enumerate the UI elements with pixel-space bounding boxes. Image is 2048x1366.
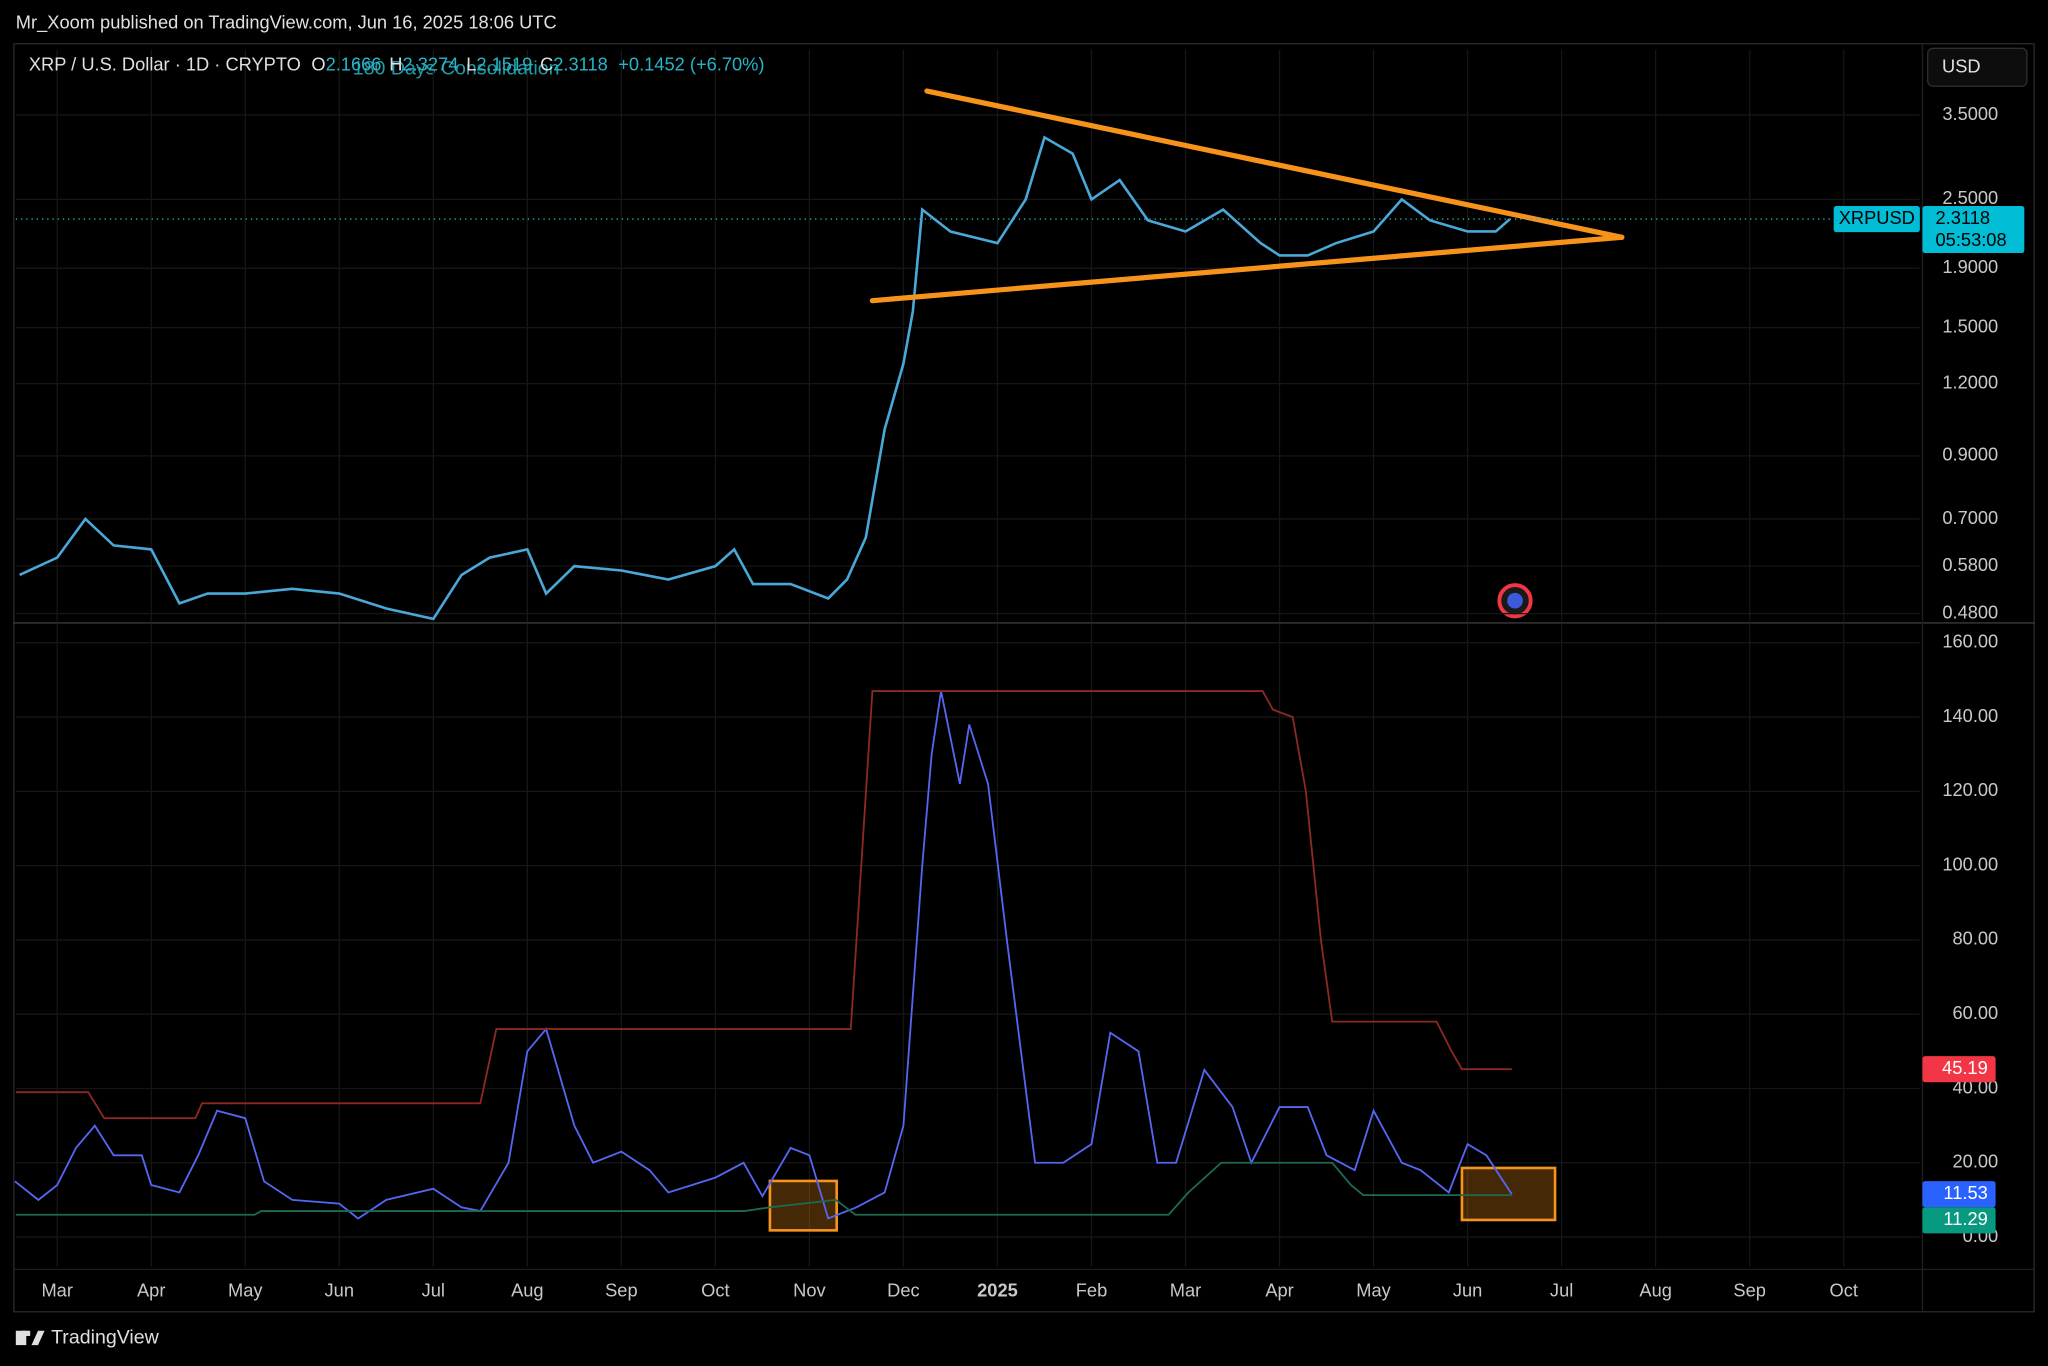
highlight-box: [1460, 1166, 1557, 1222]
y-tick-label: 0.7000: [1942, 507, 1998, 528]
y-tick-label: 20.00: [1953, 1151, 1999, 1172]
symbol-legend: XRP / U.S. Dollar · 1D · CRYPTO O2.1666 H2…: [29, 53, 765, 74]
x-tick-label: Aug: [1639, 1279, 1671, 1300]
x-tick-label: Oct: [1829, 1279, 1857, 1300]
flag-icon: [1497, 583, 1533, 619]
y-tick-label: 120.00: [1942, 779, 1998, 800]
ohlc-value: 2.1519: [476, 53, 532, 74]
x-tick-label: Jun: [325, 1279, 354, 1300]
countdown: 05:53:08: [1936, 229, 2007, 250]
value-label: 11.53: [1943, 1182, 1987, 1203]
y-tick-label: 140.00: [1942, 705, 1998, 726]
currency-button[interactable]: [1927, 47, 2028, 87]
ohlc-label: L: [466, 53, 476, 74]
price-tag: [1922, 205, 2025, 253]
x-tick-label: Apr: [137, 1279, 165, 1300]
symbol-name: XRPUSD: [1839, 207, 1915, 228]
symbol-title: XRP / U.S. Dollar · 1D · CRYPTO: [29, 53, 301, 74]
annotation: 180 Days Consolidation: [353, 57, 560, 79]
x-tick-label: Oct: [701, 1279, 729, 1300]
x-tick-label: Apr: [1265, 1279, 1293, 1300]
x-tick-label: Jul: [1550, 1279, 1573, 1300]
y-tick-label: 0.5800: [1942, 554, 1998, 575]
ohlc-value: 2.3274: [402, 53, 458, 74]
x-tick-label: Sep: [605, 1279, 638, 1300]
brand-logo: [15, 1330, 45, 1346]
value-tag: [1922, 1181, 1996, 1208]
y-tick-label: 3.5000: [1942, 103, 1998, 124]
x-tick-label: Nov: [793, 1279, 826, 1300]
value-tag: [1922, 1207, 1996, 1234]
x-tick-label: Mar: [1170, 1279, 1201, 1300]
value-tag: [1922, 1056, 1996, 1083]
change: +0.1452 (+6.70%): [618, 53, 764, 74]
x-tick-label: Sep: [1733, 1279, 1765, 1300]
ohlc-label: O: [311, 53, 325, 74]
y-tick-label: 2.5000: [1942, 187, 1998, 208]
x-tick-label: May: [1356, 1279, 1391, 1300]
series-line: [19, 135, 1511, 621]
y-tick-label: 1.2000: [1942, 371, 1998, 392]
series-line: [15, 1161, 1512, 1216]
y-tick-label: 1.9000: [1942, 256, 1998, 277]
x-tick-label: 2025: [977, 1279, 1018, 1300]
y-tick-label: 100.00: [1942, 853, 1998, 874]
y-tick-label: 160.00: [1942, 631, 1998, 652]
x-tick-label: Jul: [422, 1279, 445, 1300]
series-line: [15, 690, 1512, 1120]
y-tick-label: 1.5000: [1942, 315, 1998, 336]
ohlc-value: 2.1666: [326, 53, 382, 74]
currency[interactable]: USD: [1942, 56, 1981, 77]
publish-info: Mr_Xoom published on TradingView.com, Ju…: [16, 11, 557, 33]
y-tick-label: 60.00: [1953, 1002, 1999, 1023]
value-label: 45.19: [1942, 1057, 1988, 1078]
value-label: 11.29: [1943, 1208, 1987, 1229]
ohlc-value: 2.3118: [553, 53, 608, 74]
trendline: [924, 88, 1625, 240]
series-line: [14, 690, 1513, 1220]
x-tick-label: Feb: [1076, 1279, 1107, 1300]
y-tick-label: 0.4800: [1942, 601, 1998, 622]
symbol-tag: [1833, 205, 1920, 233]
x-tick-label: May: [228, 1279, 263, 1300]
chart-frame: [13, 43, 2035, 1313]
y-tick-label: 0.9000: [1942, 444, 1998, 465]
trendline: [869, 234, 1625, 304]
y-tick-label: 80.00: [1953, 928, 1999, 949]
x-tick-label: Aug: [511, 1279, 544, 1300]
brand: TradingView: [51, 1327, 160, 1349]
x-tick-label: Mar: [41, 1279, 72, 1300]
ohlc-label: C: [540, 53, 553, 74]
x-tick-label: Jun: [1453, 1279, 1482, 1300]
last-price: 2.3118: [1936, 207, 1991, 228]
ohlc-label: H: [389, 53, 402, 74]
x-tick-label: Dec: [887, 1279, 919, 1300]
